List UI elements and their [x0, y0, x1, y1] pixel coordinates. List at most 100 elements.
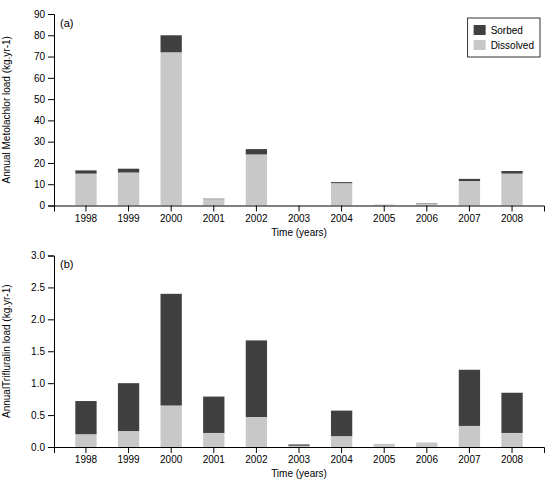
- tick-label: 10: [34, 179, 46, 190]
- x-tick: 2004: [330, 206, 353, 224]
- y-tick: 0: [39, 200, 54, 211]
- x-tick: 2008: [501, 206, 524, 224]
- bar: [203, 397, 224, 433]
- y-tick: 70: [34, 51, 54, 62]
- tick-mark: [48, 415, 54, 416]
- legend-label: Dissolved: [491, 40, 534, 51]
- tick-mark: [48, 120, 54, 121]
- tick-mark: [48, 287, 54, 288]
- tick-mark: [48, 78, 54, 79]
- bar: [288, 205, 309, 206]
- bar: [501, 174, 522, 206]
- x-tick: 2005: [373, 447, 396, 465]
- tick-mark: [299, 206, 300, 212]
- tick-mark: [48, 184, 54, 185]
- tick-mark: [48, 142, 54, 143]
- x-tick: 2007: [458, 206, 481, 224]
- x-tick: 2007: [458, 447, 481, 465]
- bar: [288, 444, 309, 445]
- legend: Sorbed Dissolved: [468, 18, 540, 57]
- tick-label: 2.0: [31, 314, 45, 325]
- bar: [203, 199, 224, 205]
- y-axis-title: AnnualTrifluralin load (kg.yr-1): [1, 284, 12, 418]
- x-tick: 2002: [245, 206, 268, 224]
- y-tick: 0.5: [31, 410, 54, 421]
- bar: [246, 154, 267, 205]
- tick-label: 50: [34, 94, 46, 105]
- x-tick: 2004: [330, 447, 353, 465]
- tick-label: 2.5: [31, 282, 45, 293]
- tick-label: 2003: [288, 213, 311, 224]
- tick-label: 1.5: [31, 346, 45, 357]
- bar: [331, 411, 352, 437]
- tick-label: 20: [34, 158, 46, 169]
- y-axis-title: Annual Metolachlor load (kg.yr-1): [1, 36, 12, 183]
- tick-mark: [48, 35, 54, 36]
- x-axis-title: Time (years): [271, 227, 327, 238]
- x-tick: 1998: [75, 206, 98, 224]
- bar: [75, 401, 96, 434]
- bar: [331, 183, 352, 205]
- bar: [331, 436, 352, 447]
- x-tick: 2002: [245, 447, 268, 465]
- tick-label: 2004: [330, 454, 353, 465]
- bar: [246, 417, 267, 447]
- tick-label: 60: [34, 73, 46, 84]
- legend-label: Sorbed: [491, 25, 523, 36]
- bar: [118, 173, 139, 206]
- axis-line: [48, 15, 55, 207]
- x-tick: 1998: [75, 447, 98, 465]
- x-tick: 1999: [117, 447, 140, 465]
- y-tick: 1.5: [31, 346, 54, 357]
- bar: [118, 383, 139, 431]
- bar: [459, 370, 480, 426]
- bar: [501, 393, 522, 433]
- panel-label: (b): [60, 258, 73, 270]
- y-axis: 0.00.51.01.52.02.53.0: [31, 250, 54, 453]
- y-tick: 2.0: [31, 314, 54, 325]
- y-tick: 10: [34, 179, 54, 190]
- tick-label: 2006: [416, 454, 439, 465]
- bar: [161, 406, 182, 447]
- bar: [161, 294, 182, 406]
- bar: [75, 174, 96, 206]
- x-tick: 2005: [373, 206, 396, 224]
- tick-mark: [384, 447, 385, 453]
- y-tick: 50: [34, 94, 54, 105]
- tick-mark: [128, 447, 129, 453]
- bar: [416, 443, 437, 447]
- tick-label: 1999: [117, 454, 140, 465]
- tick-label: 2008: [501, 213, 524, 224]
- legend-swatch: [474, 40, 486, 50]
- x-axis: 1998199920002001200220032004200520062007…: [55, 206, 545, 224]
- tick-label: 0.5: [31, 410, 45, 421]
- bar: [161, 52, 182, 205]
- tick-mark: [341, 447, 342, 453]
- bar: [331, 182, 352, 183]
- y-tick: 2.5: [31, 282, 54, 293]
- y-tick: 90: [34, 9, 54, 20]
- tick-label: 1998: [75, 213, 98, 224]
- bar-series: [75, 52, 522, 205]
- bar: [118, 431, 139, 447]
- tick-label: 2002: [245, 213, 268, 224]
- bar: [203, 433, 224, 447]
- axis-line: [48, 256, 55, 448]
- bars: [75, 35, 522, 205]
- panel: 1998199920002001200220032004200520062007…: [1, 250, 545, 479]
- tick-mark: [48, 57, 54, 58]
- tick-mark: [171, 206, 172, 212]
- bar: [374, 204, 395, 205]
- x-tick: 2001: [203, 206, 226, 224]
- bar: [75, 434, 96, 447]
- tick-label: 2004: [330, 213, 353, 224]
- y-tick: 0.0: [31, 442, 54, 453]
- bar: [288, 446, 309, 447]
- tick-label: 0.0: [31, 442, 45, 453]
- x-tick: 2006: [416, 206, 439, 224]
- tick-mark: [256, 206, 257, 212]
- panel-label: (a): [60, 17, 73, 29]
- tick-label: 2007: [458, 454, 481, 465]
- tick-label: 2008: [501, 454, 524, 465]
- tick-label: 2007: [458, 213, 481, 224]
